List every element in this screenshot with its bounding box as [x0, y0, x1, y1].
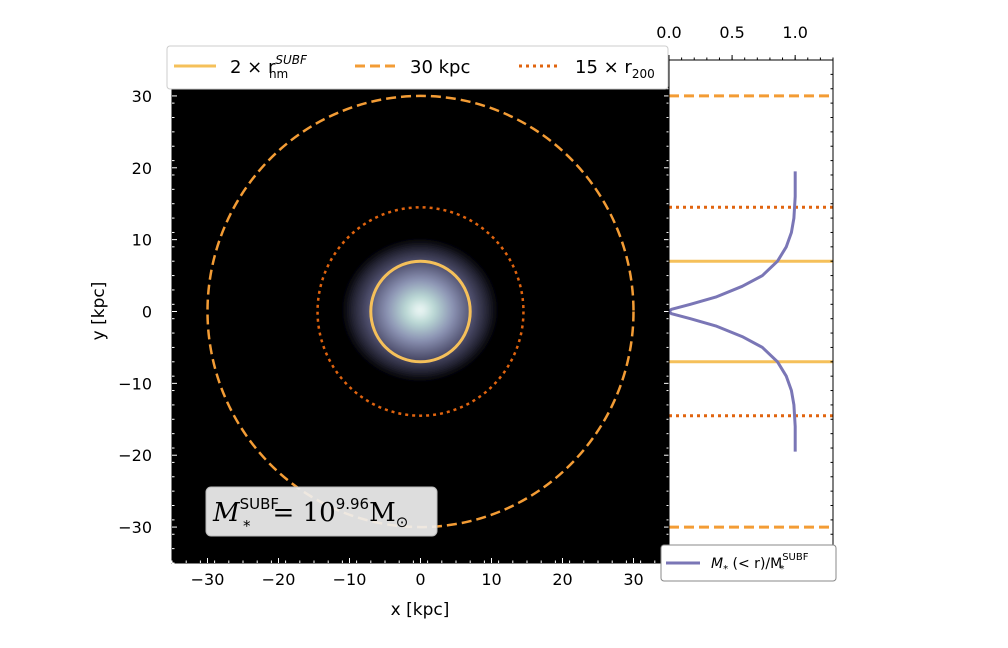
y-tick-label: −10 — [118, 374, 152, 393]
profile-panel: 0.0 0.5 1.0 — [656, 23, 834, 564]
x-tick-label: 20 — [552, 570, 572, 589]
stellar-distribution — [338, 235, 502, 385]
circle-dotted — [316, 206, 525, 417]
cumulative-profile-line — [669, 171, 797, 452]
y-axis-label: y [kpc] — [89, 282, 109, 341]
y-tick-label: 0 — [142, 303, 152, 322]
svg-text:MSUBF*= 109.96M⊙: MSUBF * = 109.96M⊙ — [212, 495, 408, 535]
top-legend-box — [166, 45, 669, 90]
x-tick-label: −10 — [333, 570, 367, 589]
legend-label-r200: 15 × r200 — [575, 57, 655, 81]
legend-label-profile: M* (< r)/MSUBF * — [711, 552, 809, 575]
mass-annotation: MSUBF * = 109.96M⊙ — [205, 486, 438, 537]
mass-annotation-box — [205, 486, 438, 537]
image-panel: −30 −20 −10 0 10 20 30 −30 −20 −10 0 10 20 30 x [kpc]… — [89, 59, 670, 620]
x-tick-label: −20 — [262, 570, 296, 589]
profile-x-tick-label: 0.0 — [656, 23, 681, 42]
x-tick-label: 30 — [623, 570, 643, 589]
y-tick-label: 10 — [132, 231, 152, 250]
x-axis-label: x [kpc] — [391, 600, 450, 620]
y-tick-label: −20 — [118, 446, 152, 465]
legend-label-30kpc: 30 kpc — [410, 57, 470, 78]
y-tick-label: 20 — [132, 159, 152, 178]
x-tick-label: 10 — [481, 570, 501, 589]
legend-label-hm: 2 × rSUBF hm — [230, 53, 308, 81]
x-tick-label: 0 — [415, 570, 425, 589]
circle-solid — [369, 259, 472, 364]
x-tick-label: −30 — [191, 570, 225, 589]
profile-x-tick-label: 1.0 — [782, 23, 807, 42]
top-legend: 2 × rSUBF hm 30 kpc 15 × r200 — [166, 45, 669, 90]
profile-legend-box — [660, 544, 837, 582]
y-tick-label: −30 — [118, 518, 152, 537]
y-tick-label: 30 — [132, 87, 152, 106]
profile-legend: M* (< r)/MSUBF * — [660, 544, 837, 582]
profile-x-tick-label: 0.5 — [719, 23, 744, 42]
profile-background — [669, 60, 833, 563]
